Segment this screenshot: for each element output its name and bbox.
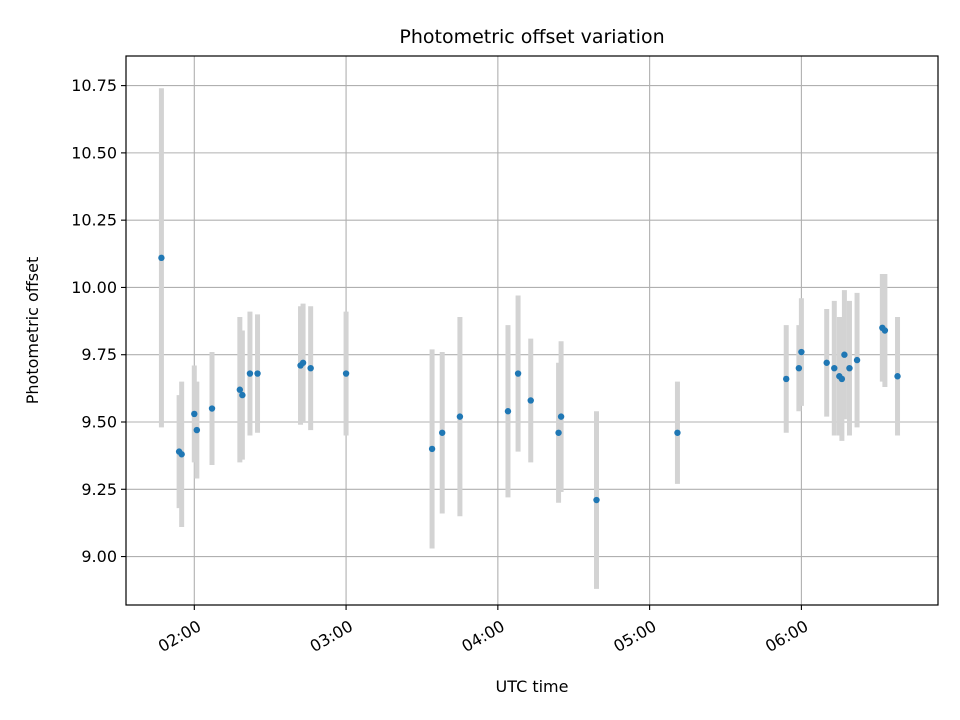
data-point [514,370,522,377]
data-point [246,370,254,377]
y-tick-label: 9.25 [81,480,117,499]
data-point [894,373,901,380]
y-tick-label: 9.50 [81,413,117,432]
data-point [881,327,889,334]
data-point [674,429,681,436]
data-point [795,364,803,372]
data-point [239,391,246,399]
data-point [555,429,562,436]
data-point [527,397,534,404]
data-point [254,370,261,377]
data-point [838,375,846,383]
data-point [798,348,805,356]
y-tick-label: 10.75 [71,76,117,95]
plot-frame [125,55,939,606]
data-point [783,375,790,383]
data-point [299,359,307,366]
y-tick-label: 10.50 [71,143,117,162]
chart-title: Photometric offset variation [399,26,664,48]
data-point [193,426,201,434]
data-point [428,445,436,453]
data-point [191,410,198,418]
data-point [178,451,185,458]
data-point [593,496,600,504]
data-point [307,364,314,372]
data-point [831,364,838,372]
y-axis-label: Photometric offset [23,257,42,405]
x-axis-label: UTC time [496,677,569,696]
data-point [841,351,848,358]
data-points [158,254,901,504]
data-point [504,408,512,415]
data-point [438,429,446,436]
y-axis-ticks: 9.00 9.25 9.50 9.75 10.00 10.25 10.50 10.75 [71,76,126,566]
y-tick-label: 10.25 [71,211,117,230]
data-point [456,413,464,420]
data-point [853,356,861,364]
y-tick-label: 9.75 [81,345,117,364]
data-point [236,386,244,393]
data-point [823,359,830,366]
data-point [846,364,853,372]
data-point [208,405,216,412]
y-tick-label: 9.00 [81,547,117,566]
data-point [557,413,565,420]
data-point [158,254,165,262]
data-point [342,370,350,377]
y-tick-label: 10.00 [71,278,117,297]
